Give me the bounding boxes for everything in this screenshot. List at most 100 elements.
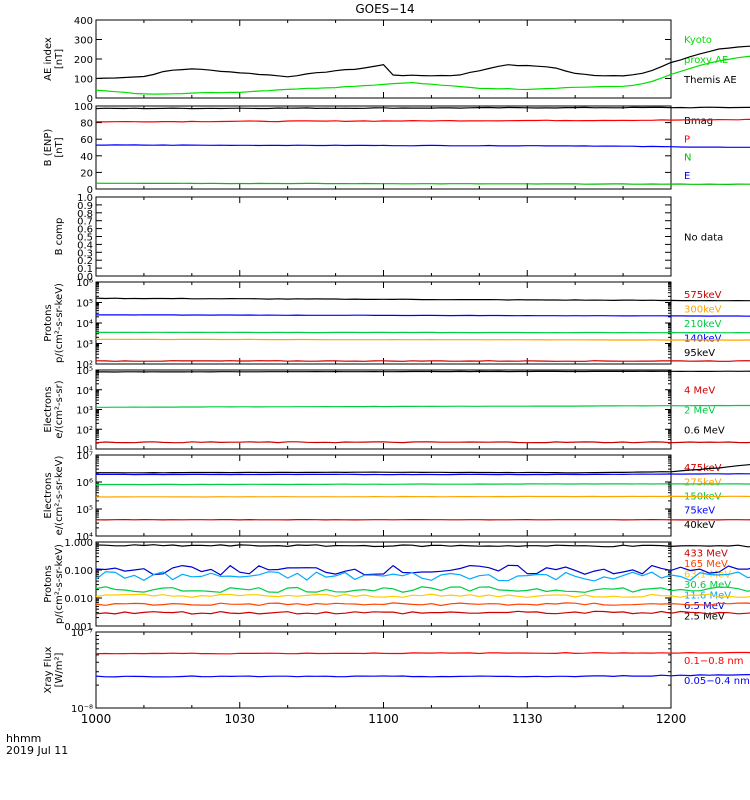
y-tick-label: 0.7 xyxy=(77,217,93,228)
y-axis-label: e/(cm²-s-sr) xyxy=(54,380,65,438)
y-axis-label: p/(cm²-s-sr-keV) xyxy=(54,283,65,363)
legend-entry: P xyxy=(684,134,690,145)
panel-frame xyxy=(95,196,672,277)
panel-frame xyxy=(95,19,672,99)
y-tick-label: 0.4 xyxy=(77,240,93,251)
series-line xyxy=(95,564,750,576)
y-tick-label: 10⁵ xyxy=(76,505,93,516)
y-axis-label: Xray Flux xyxy=(43,646,54,693)
y-axis-label: [W/m²] xyxy=(54,652,65,687)
series-line xyxy=(96,338,750,341)
y-tick-label: 10⁻⁸ xyxy=(71,704,93,715)
x-tick-label: 1130 xyxy=(512,712,543,726)
y-tick-label: 20 xyxy=(80,168,93,179)
legend-entry: 275keV xyxy=(684,477,722,488)
panel-frame xyxy=(95,281,672,365)
y-axis-label: p/(cm²-s-sr-keV) xyxy=(54,544,65,624)
panel-frame xyxy=(95,631,672,709)
legend-entry: 75keV xyxy=(684,506,715,517)
y-tick-label: 1.0 xyxy=(77,193,93,204)
panel-b: 0 20 40 60 80 100 B (ENP) [nT] Bmag PNE xyxy=(43,102,750,196)
legend-entry: 63.1 MeV xyxy=(684,569,731,580)
time-axis-label: hhmm xyxy=(6,732,41,745)
series-line xyxy=(95,586,750,593)
y-tick-label: 10⁵ xyxy=(76,299,93,310)
panel-frame xyxy=(95,369,672,450)
y-tick-label: 10⁴ xyxy=(76,386,93,397)
legend-entry: 210keV xyxy=(684,319,722,330)
series-line xyxy=(95,118,750,123)
x-tick-label: 1100 xyxy=(368,712,399,726)
legend-entry: 300keV xyxy=(684,305,722,316)
legend-entry: 140keV xyxy=(684,333,722,344)
y-axis-label: Protons xyxy=(43,565,54,602)
series-line xyxy=(95,544,750,548)
y-tick-label: 0 xyxy=(87,94,93,105)
y-tick-label: 10⁶ xyxy=(76,278,93,289)
legend-entry: 40keV xyxy=(684,520,715,531)
series-line xyxy=(96,483,750,486)
series-line xyxy=(95,593,750,599)
legend-entry: 95keV xyxy=(684,348,715,359)
y-axis-label: [nT] xyxy=(54,137,65,157)
series-line xyxy=(95,360,750,362)
y-tick-label: 10¹ xyxy=(76,445,93,456)
y-tick-label: 0.1 xyxy=(77,264,93,275)
legend-entry: 30.6 MeV xyxy=(684,580,731,591)
y-tick-label: 10³ xyxy=(76,340,93,351)
series-line xyxy=(95,651,750,655)
y-tick-label: 100 xyxy=(74,75,93,86)
series-line xyxy=(95,182,750,186)
y-axis-label: B (ENP) xyxy=(43,129,54,167)
y-tick-label: 400 xyxy=(74,16,93,27)
legend-entry: Bmag xyxy=(684,116,713,127)
series-line xyxy=(96,144,750,148)
y-tick-label: 0.5 xyxy=(77,233,93,244)
legend-entry: 433 MeV xyxy=(684,548,728,559)
legend-entry: 6.5 MeV xyxy=(684,601,725,612)
y-tick-label: 60 xyxy=(80,135,93,146)
y-tick-label: 40 xyxy=(80,152,93,163)
y-tick-label: 0.9 xyxy=(77,201,93,212)
y-tick-label: 10⁴ xyxy=(76,532,93,543)
legend-entry: E xyxy=(684,171,690,182)
y-tick-label: 10⁵ xyxy=(76,366,93,377)
legend-entry: 0.6 MeV xyxy=(684,426,725,437)
legend-entry: 4 MeV xyxy=(684,386,715,397)
legend-entry: proxy AE xyxy=(684,55,728,66)
series-line xyxy=(96,463,750,474)
y-tick-label: 0.6 xyxy=(77,225,93,236)
legend-entry: 575keV xyxy=(684,290,722,301)
y-axis-label: e/(cm²-s-sr-keV) xyxy=(54,456,65,536)
y-tick-label: 0.8 xyxy=(77,209,93,220)
legend-entry: 2.5 MeV xyxy=(684,612,725,623)
date-label: 2019 Jul 11 xyxy=(6,744,68,757)
legend-entry: 0.05−0.4 nm xyxy=(684,676,750,687)
panel-xray: 10⁻⁸ 10⁻⁷ Xray Flux [W/m²] 0.1−0.8 nm 0.05−0.… xyxy=(43,628,750,715)
y-axis-label: AE index xyxy=(43,37,54,81)
y-tick-label: 10² xyxy=(76,425,93,436)
y-tick-label: 0.0 xyxy=(77,272,93,283)
series-line xyxy=(95,55,750,95)
series-line xyxy=(95,571,750,582)
y-tick-label: 10³ xyxy=(76,406,93,417)
y-axis-label: [nT] xyxy=(54,49,65,69)
x-tick-label: 1030 xyxy=(224,712,255,726)
series-line xyxy=(95,45,750,80)
y-tick-label: 0.100 xyxy=(64,566,93,577)
series-line xyxy=(95,106,750,110)
legend-entry: 165 MeV xyxy=(684,559,728,570)
series-line xyxy=(95,602,750,607)
panel-protons: 10² 10³ 10⁴ 10⁵ 10⁶ Protons p/(cm²-s-sr-keV) 57… xyxy=(43,278,750,371)
y-axis-label: B comp xyxy=(54,218,65,256)
legend-entry: 2 MeV xyxy=(684,406,715,417)
series-line xyxy=(95,495,750,498)
legend-entry: No data xyxy=(684,233,723,244)
series-line xyxy=(95,610,750,615)
series-line xyxy=(95,297,750,302)
panel-ae: 0 100 200 300 400 AE index [nT] Kyoto proxy AE Th… xyxy=(43,16,750,105)
y-tick-label: 0.3 xyxy=(77,248,93,259)
